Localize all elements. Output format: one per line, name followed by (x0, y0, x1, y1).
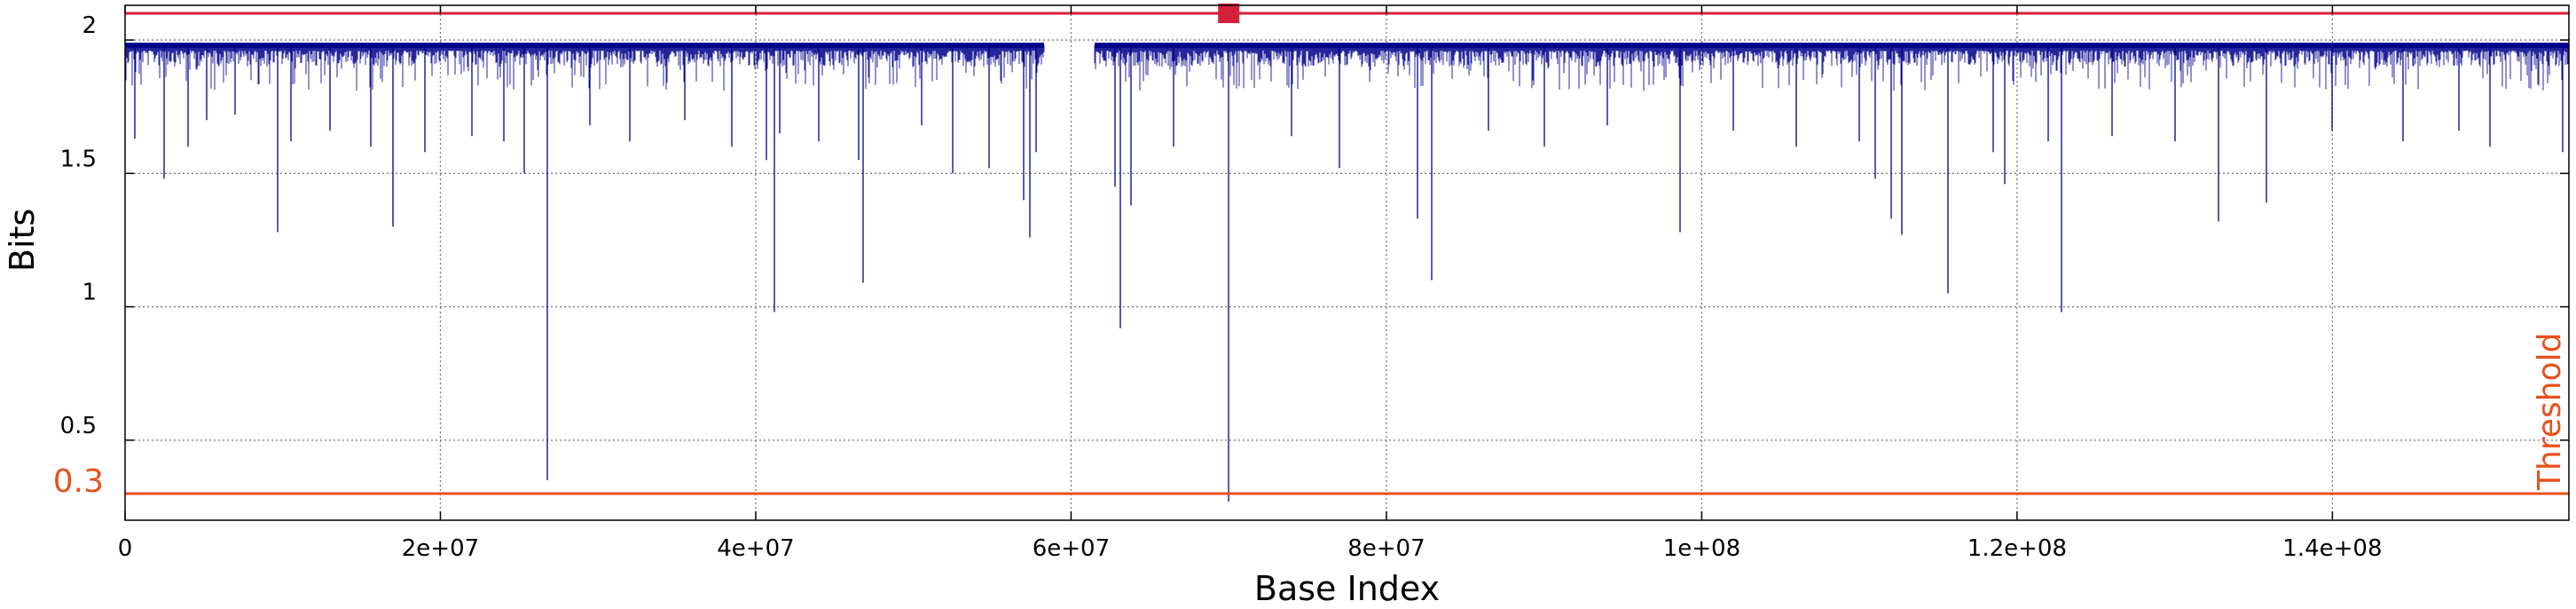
y-tick-label: 1 (82, 280, 97, 306)
series-band-segment (1094, 45, 2570, 91)
y-tick-label: 1.5 (60, 146, 97, 172)
grid-lines (125, 5, 2569, 520)
y-axis-ticks: 0.5 1 1.5 2 (60, 12, 2569, 441)
threshold-label: Threshold (2532, 333, 2568, 491)
x-axis-label: Base Index (1254, 569, 1440, 608)
x-axis-ticks: 0 2e+07 4e+07 6e+07 8e+07 1e+08 1.2e+08 1.4e+08 (118, 5, 2382, 562)
x-tick-label: 1.2e+08 (1967, 535, 2067, 562)
x-tick-label: 6e+07 (1033, 535, 1110, 562)
plot-frame (124, 4, 2570, 521)
x-tick-label: 2e+07 (402, 535, 479, 562)
x-tick-label: 1e+08 (1663, 535, 1740, 562)
x-tick-label: 8e+07 (1347, 535, 1425, 562)
reference-marker (1218, 4, 1240, 24)
x-tick-label: 1.4e+08 (2282, 535, 2382, 562)
bits-series (124, 43, 2570, 502)
y-axis-label: Bits (3, 209, 42, 272)
y-tick-label: 2 (82, 12, 97, 39)
x-tick-label: 4e+07 (717, 535, 794, 562)
threshold-value-label: 0.3 (53, 463, 104, 500)
y-tick-label: 0.5 (60, 413, 97, 439)
x-tick-label: 0 (118, 535, 133, 562)
series-band-segment (124, 45, 1045, 91)
